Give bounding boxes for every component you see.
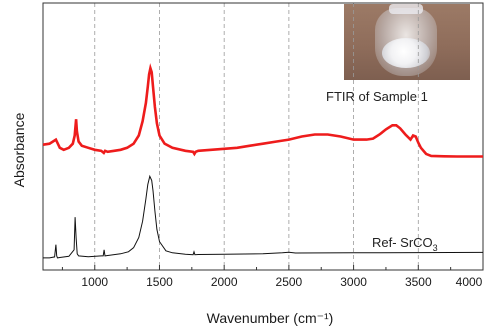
series-ref-srco3-line <box>43 174 484 259</box>
ref-srco3-label-main: Ref- SrCO <box>372 235 433 250</box>
y-axis-title: Absorbance <box>11 112 27 187</box>
white-powder <box>382 38 430 68</box>
x-axis-title: Wavenumber (cm⁻¹) <box>207 310 334 326</box>
x-tick-label: 3500 <box>405 275 432 289</box>
grid-lines <box>94 3 419 270</box>
plot-frame <box>42 2 484 271</box>
x-tick-label: 2000 <box>211 275 238 289</box>
ref-srco3-label: Ref- SrCO3 <box>372 235 438 253</box>
x-tick-label: 1000 <box>81 275 108 289</box>
x-tick-label: 1500 <box>146 275 173 289</box>
x-axis-tick-labels: 1000 1500 2000 2500 3000 3500 4000 <box>81 275 482 289</box>
sample-1-label: FTIR of Sample 1 <box>326 89 428 104</box>
x-tick-label: 4000 <box>456 275 483 289</box>
series-sample-1-line <box>42 63 483 158</box>
x-tick-label: 2500 <box>276 275 303 289</box>
sample-vial-photo <box>344 4 470 80</box>
ref-srco3-label-subscript: 3 <box>433 243 438 253</box>
x-axis-ticks <box>61 265 484 270</box>
vial-neck <box>389 4 423 14</box>
x-tick-label: 3000 <box>340 275 367 289</box>
